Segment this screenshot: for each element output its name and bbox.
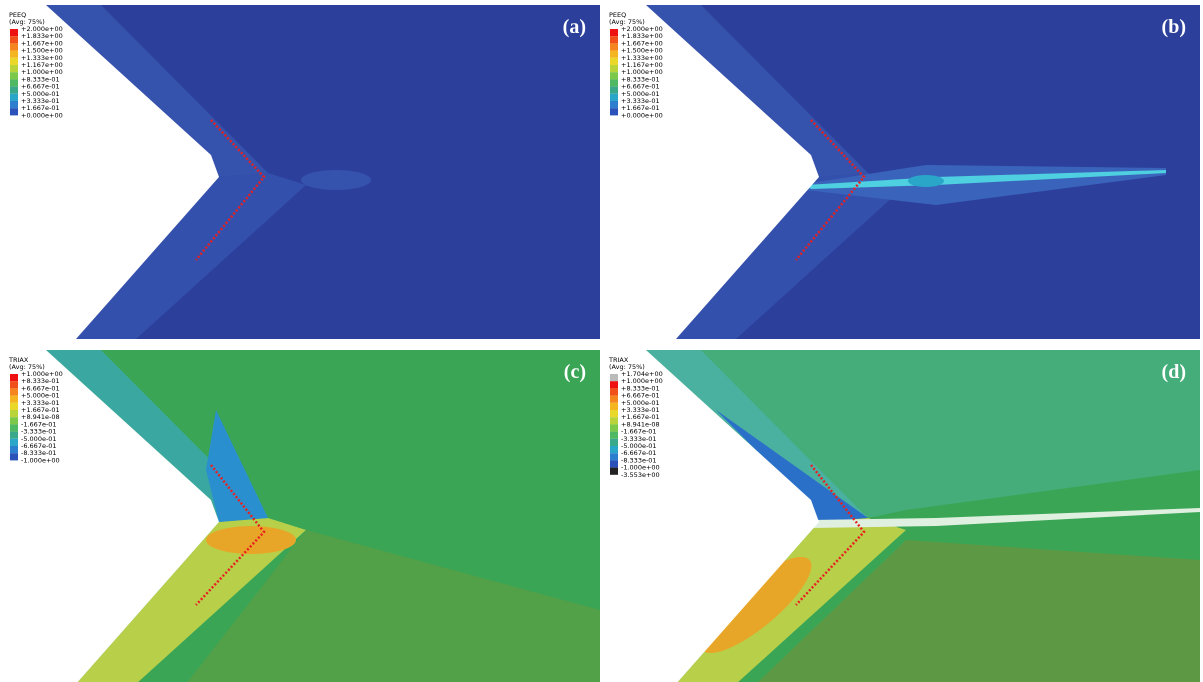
panel-label: (a) [563,16,586,38]
panel-label: (d) [1162,361,1186,383]
high-zone [206,526,296,554]
crack-zone [301,170,371,190]
legend-swatch [610,453,618,460]
legend-swatch [610,87,618,94]
figure: (a)PEEQ(Avg: 75%)+2.000e+00+1.833e+00+1.… [0,0,1203,682]
legend-swatch [10,94,18,101]
legend-swatch [10,446,18,453]
legend-swatch [610,43,618,50]
legend-swatch [610,94,618,101]
legend-swatch [610,51,618,58]
panel: (d) TRIAX(Avg: 75%)+1.704e+00+1.000e+00+8… [606,350,1200,682]
panel: (a)PEEQ(Avg: 75%)+2.000e+00+1.833e+00+1.… [6,5,600,339]
legend-swatch [10,58,18,65]
legend-swatch [10,79,18,86]
legend-swatch [10,374,18,381]
legend-swatch [10,410,18,417]
crack-tip [908,175,944,187]
legend-swatch [610,446,618,453]
legend-swatch [10,101,18,108]
panel-label: (c) [564,361,586,383]
legend-swatch [10,108,18,115]
legend-swatch [610,388,618,395]
legend-swatch [10,29,18,36]
legend-swatch [10,403,18,410]
legend-swatch [10,439,18,446]
legend-swatch [610,403,618,410]
panel-label: (b) [1162,16,1186,38]
legend-swatch [610,381,618,388]
legend-swatch [10,36,18,43]
legend-swatch [10,51,18,58]
legend-swatch [610,374,618,381]
legend-swatch [610,79,618,86]
legend-entry: -3.553e+00 [621,471,660,479]
legend: TRIAX(Avg: 75%)+1.704e+00+1.000e+00+8.33… [608,356,663,479]
legend-swatch [610,65,618,72]
legend-swatch [10,417,18,424]
legend-swatch [610,58,618,65]
page: (a)PEEQ(Avg: 75%)+2.000e+00+1.833e+00+1.… [0,0,1203,682]
legend-swatch [610,108,618,115]
legend-swatch [610,460,618,467]
legend-swatch [610,29,618,36]
legend-swatch [10,453,18,460]
legend-swatch [610,36,618,43]
legend-swatch [610,432,618,439]
legend-swatch [610,410,618,417]
legend-swatch [10,72,18,79]
legend-swatch [610,396,618,403]
legend-swatch [610,424,618,431]
legend-swatch [10,388,18,395]
legend-swatch [610,101,618,108]
legend-swatch [610,439,618,446]
legend-swatch [610,72,618,79]
legend-swatch [10,432,18,439]
legend-entry: -1.000e+00 [21,456,60,464]
legend-swatch [10,396,18,403]
legend-entry: +0.000e+00 [21,111,63,119]
legend-swatch [10,424,18,431]
panel: (b)PEEQ(Avg: 75%)+2.000e+00+1.833e+00+1.… [606,5,1200,339]
legend-entry: +0.000e+00 [621,111,663,119]
legend-swatch [610,417,618,424]
legend-swatch [10,87,18,94]
legend-swatch [610,468,618,475]
panel: (c)TRIAX(Avg: 75%)+1.000e+00+8.333e-01+6… [6,350,600,682]
legend-swatch [10,65,18,72]
legend-swatch [10,381,18,388]
legend-swatch [10,43,18,50]
